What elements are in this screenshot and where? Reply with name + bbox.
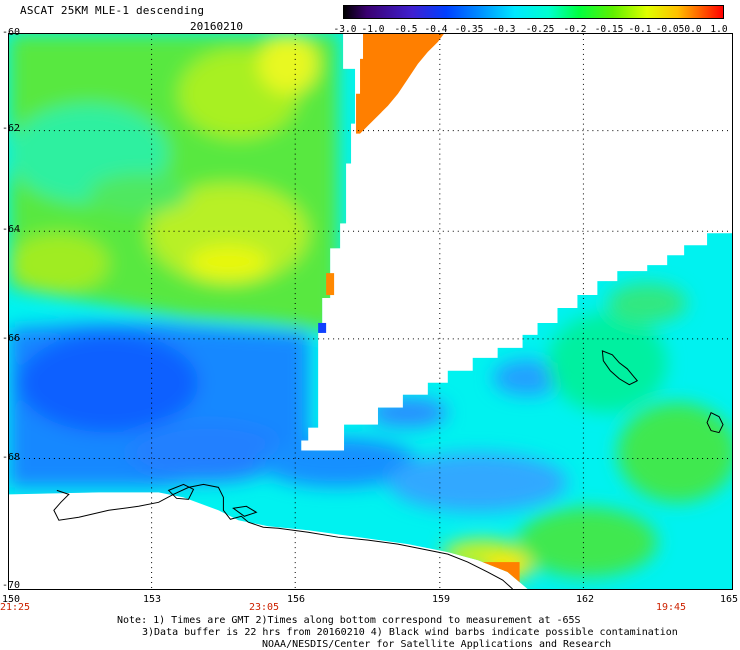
lon-label: 153 [142,594,162,605]
scale-label: -0.1 [628,24,652,35]
scale-label: -0.4 [424,24,448,35]
lon-label: 165 [719,594,739,605]
footnote-line-2: 3)Data buffer is 22 hrs from 20160210 4)… [142,627,678,638]
coastline [53,350,724,589]
scale-label: -0.35 [454,24,484,35]
lon-label: 159 [431,594,451,605]
lat-label: -62 [2,123,21,134]
scatterometer-map [8,33,733,590]
lat-label: -60 [2,27,21,38]
lat-label: -66 [2,333,21,344]
lat-lon-grid [9,34,732,589]
scale-label: -0.2 [563,24,587,35]
lat-label: -68 [2,452,21,463]
pass-time: 21:25 [0,602,31,613]
scale-label: -0.5 [394,24,418,35]
pass-time: 23:05 [248,602,280,613]
lat-label: -64 [2,224,21,235]
color-scale-labels: -3.0 -1.0 -0.5 -0.4 -0.35 -0.3 -0.25 -0.… [334,24,728,36]
scale-label: -0.05 [655,24,685,35]
scale-label: 1.0 [710,24,728,35]
scale-label: -0.15 [594,24,624,35]
color-scale-bar [343,5,724,19]
scale-label: -0.3 [492,24,516,35]
footnote-line-1: Note: 1) Times are GMT 2)Times along bot… [117,615,581,626]
footnote-credit: NOAA/NESDIS/Center for Satellite Applica… [262,639,612,650]
high-value-region [356,34,444,134]
scale-label: -0.25 [525,24,555,35]
product-title: ASCAT 25KM MLE-1 descending [20,4,205,17]
lon-label: 162 [575,594,595,605]
lon-label: 150 [1,594,21,605]
scale-label: -1.0 [361,24,385,35]
product-date: 20160210 [190,20,243,33]
lon-label: 156 [286,594,306,605]
pass-time: 19:45 [655,602,687,613]
scale-label: 0.0 [684,24,702,35]
scale-label: -3.0 [333,24,357,35]
lat-label: -70 [2,580,21,591]
